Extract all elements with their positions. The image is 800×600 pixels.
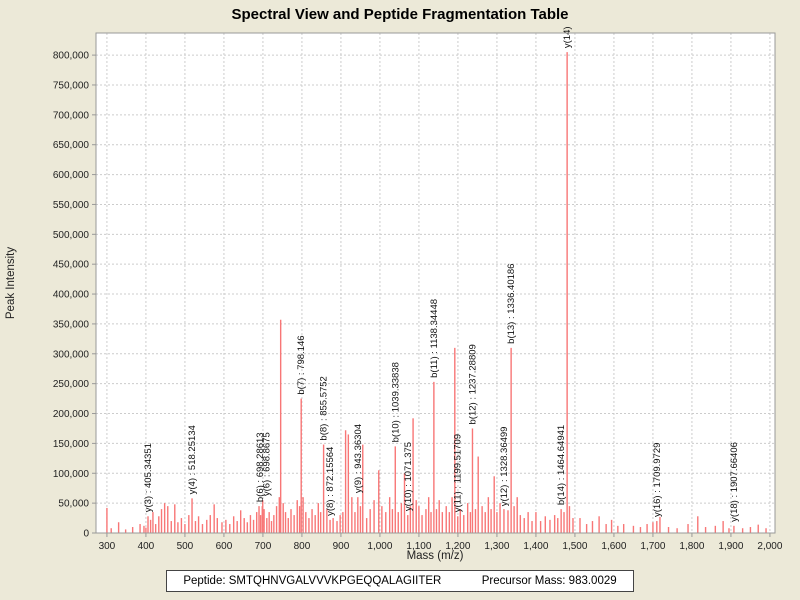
x-axis-label: Mass (m/z): [407, 550, 464, 562]
x-tick-label: 700: [255, 541, 272, 552]
x-tick-label: 400: [138, 541, 155, 552]
x-tick-label: 1,300: [484, 541, 509, 552]
y-tick-label: 600,000: [53, 170, 90, 181]
y-tick-label: 650,000: [53, 140, 90, 151]
x-tick-label: 1,400: [523, 541, 548, 552]
y-tick-label: 550,000: [53, 200, 90, 211]
x-tick-label: 600: [216, 541, 233, 552]
y-tick-label: 400,000: [53, 290, 90, 301]
y-tick-label: 250,000: [53, 379, 90, 390]
chart-title: Spectral View and Peptide Fragmentation …: [231, 6, 569, 23]
plot-area[interactable]: [96, 33, 775, 533]
precursor-mass-value: 983.0029: [568, 575, 617, 587]
peak-label: b(14) : 1464.64941: [556, 425, 567, 505]
x-tick-label: 500: [177, 541, 194, 552]
x-tick-label: 1,000: [367, 541, 392, 552]
peak-label: b(7) : 798.146: [296, 335, 307, 394]
peak-labels: y(3) : 405.34351 y(4) : 518.25134 b(6) : 6…: [143, 26, 740, 521]
gridlines: [96, 33, 775, 533]
peak-label: y(11) : 1199.51709: [453, 434, 464, 512]
peak-label: y(9) : 943.36304: [353, 424, 364, 493]
peak-label: b(10) : 1039.33838: [390, 362, 401, 442]
y-tick-label: 300,000: [53, 349, 90, 360]
y-tick-label: 700,000: [53, 110, 90, 121]
axis-tick-labels: 300 400 500 600 700 800 900 1,000 1,100 1,200 1,30…: [53, 51, 783, 552]
y-tick-label: 750,000: [53, 80, 90, 91]
axis-ticks: [92, 54, 771, 537]
x-tick-label: 1,100: [406, 541, 431, 552]
x-tick-label: 1,500: [562, 541, 587, 552]
peak-label: y(4) : 518.25134: [187, 425, 198, 494]
peptide-label: Peptide:: [183, 575, 226, 587]
y-tick-label: 500,000: [53, 230, 90, 241]
precursor-mass-label: Precursor Mass:: [481, 575, 566, 587]
peak-label: y(12) : 1328.36499: [499, 427, 510, 507]
peptide-sequence: SMTQHNVGALVVVKPGEQQALAGIITER: [228, 575, 442, 587]
y-tick-label: 350,000: [53, 319, 90, 330]
x-tick-label: 2,000: [757, 541, 782, 552]
peak-label: y(6) : 698.8675: [261, 432, 272, 496]
peak-label: y(3) : 405.34351: [143, 443, 154, 512]
y-tick-label: 800,000: [53, 51, 90, 62]
y-tick-label: 150,000: [53, 439, 90, 450]
y-tick-label: 100,000: [53, 469, 90, 480]
plot-border: [95, 32, 776, 534]
peak-label: b(6) : 698.28613: [255, 432, 266, 502]
spectrum-peaks: [106, 52, 767, 533]
peak-label: b(8) : 855.5752: [319, 376, 330, 440]
y-tick-label: 0: [83, 529, 89, 540]
y-axis-label: Peak Intensity: [5, 247, 17, 319]
x-tick-label: 1,800: [679, 541, 704, 552]
peak-label: y(14): [562, 26, 573, 48]
x-tick-label: 1,200: [445, 541, 470, 552]
x-tick-label: 900: [333, 541, 350, 552]
peak-label: b(12) : 1237.28809: [467, 344, 478, 424]
spectrum-chart: y(3) : 405.34351 y(4) : 518.25134 b(6) : 6…: [5, 26, 783, 562]
peak-label: y(10) : 1071.375: [403, 442, 414, 511]
x-tick-label: 1,600: [601, 541, 626, 552]
y-tick-label: 450,000: [53, 260, 90, 271]
x-tick-label: 1,900: [718, 541, 743, 552]
peak-label: y(18) : 1907.66406: [729, 442, 740, 522]
y-tick-label: 50,000: [58, 499, 89, 510]
peak-label: y(8) : 872.15564: [325, 447, 336, 516]
y-tick-label: 200,000: [53, 409, 90, 420]
peptide-info-box: Peptide: SMTQHNVGALVVVKPGEQQALAGIITER Pr…: [166, 570, 634, 592]
peak-label: y(16) : 1709.9729: [652, 443, 663, 517]
x-tick-label: 300: [99, 541, 116, 552]
peak-label: b(13) : 1336.40186: [506, 264, 517, 344]
x-tick-label: 800: [294, 541, 311, 552]
peak-label: b(11) : 1138.34448: [429, 299, 440, 378]
footer: Peptide: SMTQHNVGALVVVKPGEQQALAGIITER Pr…: [0, 570, 800, 592]
x-tick-label: 1,700: [640, 541, 665, 552]
